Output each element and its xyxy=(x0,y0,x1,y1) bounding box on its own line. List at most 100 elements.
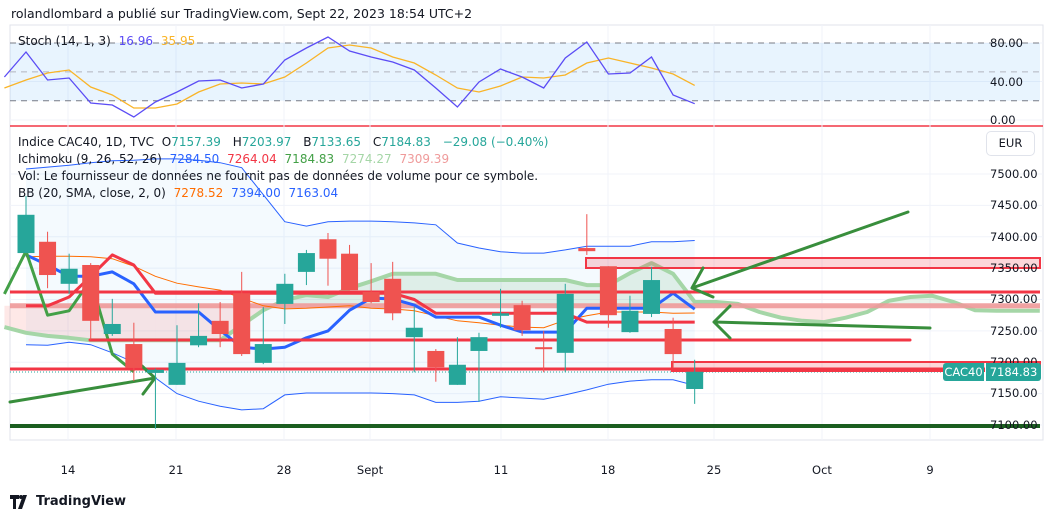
price-axis-label: 7150.00 xyxy=(990,386,1038,400)
stoch-axis-label: 80.00 xyxy=(990,36,1023,50)
time-axis-label: 14 xyxy=(60,463,76,477)
open-label: O xyxy=(161,135,172,149)
stoch-d-value: 35.95 xyxy=(160,34,196,48)
candle[interactable] xyxy=(599,266,617,328)
volume-legend[interactable]: Vol: Le fournisseur de données ne fourni… xyxy=(18,169,539,183)
time-axis-label: 18 xyxy=(600,463,616,477)
candle[interactable] xyxy=(535,330,553,373)
stoch-legend[interactable]: Stoch (14, 1, 3) 16.96 35.95 xyxy=(18,34,199,48)
candle-body xyxy=(168,362,186,385)
ichimoku-cloud-segment xyxy=(133,305,156,341)
bb-upper-value: 7394.00 xyxy=(231,186,281,200)
candle[interactable] xyxy=(125,322,143,382)
price-axis-label: 7500.00 xyxy=(990,167,1038,181)
candle[interactable] xyxy=(556,283,574,373)
chikou-value: 7184.83 xyxy=(284,152,335,166)
symbol-name[interactable]: Indice CAC40, 1D, TVC xyxy=(18,135,154,149)
candle[interactable] xyxy=(168,325,186,385)
symbol-legend[interactable]: Indice CAC40, 1D, TVC O7157.39 H7203.97 … xyxy=(18,135,552,149)
candle-body xyxy=(276,283,294,304)
candle[interactable] xyxy=(297,249,315,286)
price-axis-label: 7400.00 xyxy=(990,230,1038,244)
publish-header: rolandlombard a publié sur TradingView.c… xyxy=(11,6,473,21)
stoch-pane xyxy=(3,36,1040,118)
candle-body xyxy=(535,347,553,350)
candle-body xyxy=(233,293,251,355)
candle-body xyxy=(599,266,617,316)
candle[interactable] xyxy=(17,195,35,254)
tradingview-logo[interactable]: TradingView xyxy=(10,494,126,509)
candle-body xyxy=(211,320,229,335)
candle-body xyxy=(341,253,359,291)
bb-name: BB (20, SMA, close, 2, 0) xyxy=(18,186,166,200)
candle[interactable] xyxy=(470,332,488,402)
candle[interactable] xyxy=(405,307,423,373)
ichimoku-legend[interactable]: Ichimoku (9, 26, 52, 26) 7284.50 7264.04… xyxy=(18,152,453,166)
price-axis-label: 7250.00 xyxy=(990,324,1038,338)
candle-body xyxy=(556,293,574,353)
candle[interactable] xyxy=(319,232,337,286)
candle[interactable] xyxy=(146,368,164,429)
candle[interactable] xyxy=(341,244,359,291)
arrow-drawing[interactable] xyxy=(712,304,932,340)
bb-lower-value: 7163.04 xyxy=(288,186,339,200)
candle[interactable] xyxy=(664,317,682,368)
candle-body xyxy=(621,310,639,333)
time-axis-label: 28 xyxy=(276,463,292,477)
candle[interactable] xyxy=(39,231,57,289)
symbol-price-badge: CAC40 xyxy=(943,363,984,381)
candle[interactable] xyxy=(276,273,294,324)
candle-body xyxy=(513,305,531,331)
candle[interactable] xyxy=(103,298,121,336)
currency-button[interactable]: EUR xyxy=(986,131,1035,156)
open-value: 7157.39 xyxy=(171,135,221,149)
resistance-zone-rect[interactable] xyxy=(585,257,1041,269)
candle[interactable] xyxy=(686,359,704,404)
candle[interactable] xyxy=(254,307,272,365)
candle[interactable] xyxy=(621,295,639,333)
candle[interactable] xyxy=(362,263,380,304)
candle[interactable] xyxy=(492,288,510,328)
time-axis-label: Oct xyxy=(812,463,832,477)
bb-legend[interactable]: BB (20, SMA, close, 2, 0) 7278.52 7394.0… xyxy=(18,186,342,200)
candle-body xyxy=(82,264,100,321)
candle[interactable] xyxy=(578,214,596,255)
ichimoku-name: Ichimoku (9, 26, 52, 26) xyxy=(18,152,162,166)
arrow-drawing[interactable] xyxy=(690,210,910,299)
candle[interactable] xyxy=(82,263,100,341)
ichimoku-cloud-segment xyxy=(435,273,458,306)
bb-upper-line xyxy=(25,158,695,254)
price-axis-label: 7350.00 xyxy=(990,261,1038,275)
candles xyxy=(17,195,704,429)
low-value: 7133.65 xyxy=(311,135,362,149)
candle-body xyxy=(60,268,78,284)
candle-body xyxy=(297,253,315,272)
candle[interactable] xyxy=(427,349,445,382)
candle[interactable] xyxy=(190,303,208,348)
drawings[interactable] xyxy=(8,210,1041,428)
time-axis-label: 9 xyxy=(926,463,934,477)
candle-body xyxy=(125,344,143,368)
candle-body xyxy=(405,327,423,338)
candle[interactable] xyxy=(60,253,78,294)
ichimoku-cloud-segment xyxy=(112,305,134,341)
candle-body xyxy=(190,335,208,346)
candle-body xyxy=(427,350,445,368)
candle[interactable] xyxy=(513,300,531,336)
candle[interactable] xyxy=(384,261,402,321)
candle-body xyxy=(492,313,510,316)
time-axis-label: 25 xyxy=(706,463,722,477)
candle[interactable] xyxy=(233,271,251,356)
candle-body xyxy=(578,248,596,252)
time-axis-label: 11 xyxy=(493,463,509,477)
candle-body xyxy=(17,214,35,254)
price-axis-label: 7100.00 xyxy=(990,418,1038,432)
candle[interactable] xyxy=(448,337,466,385)
logo-text: TradingView xyxy=(36,494,127,509)
candle[interactable] xyxy=(643,266,661,318)
candle[interactable] xyxy=(211,302,229,348)
tenkan-value: 7284.50 xyxy=(169,152,220,166)
time-axis-label: Sept xyxy=(356,463,384,477)
stoch-k-value: 16.96 xyxy=(118,34,154,48)
